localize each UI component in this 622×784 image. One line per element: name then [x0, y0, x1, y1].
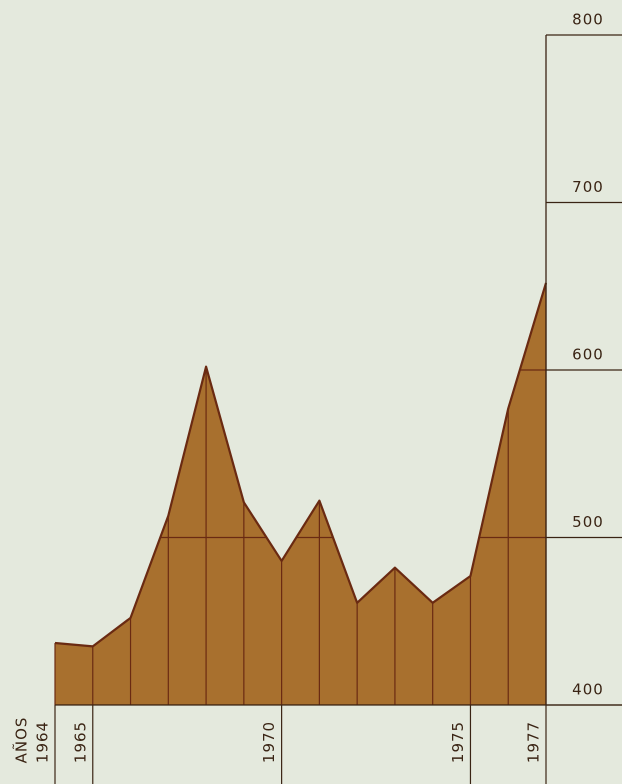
x-tick-label: 1977 — [525, 721, 543, 763]
y-tick-label: 400 — [572, 681, 604, 699]
x-tick-label: 1964 — [34, 721, 52, 763]
x-tick-label: 1975 — [449, 721, 467, 763]
y-tick-label: 600 — [572, 346, 604, 364]
area — [55, 282, 546, 705]
y-tick-label: 500 — [572, 513, 604, 531]
x-tick-label: 1970 — [260, 721, 278, 763]
x-axis-label: AÑOS — [12, 717, 31, 764]
y-tick-label: 800 — [572, 11, 604, 29]
y-tick-label: 700 — [572, 178, 604, 196]
x-tick-label: 1965 — [71, 721, 89, 763]
area-outline — [54, 282, 548, 648]
